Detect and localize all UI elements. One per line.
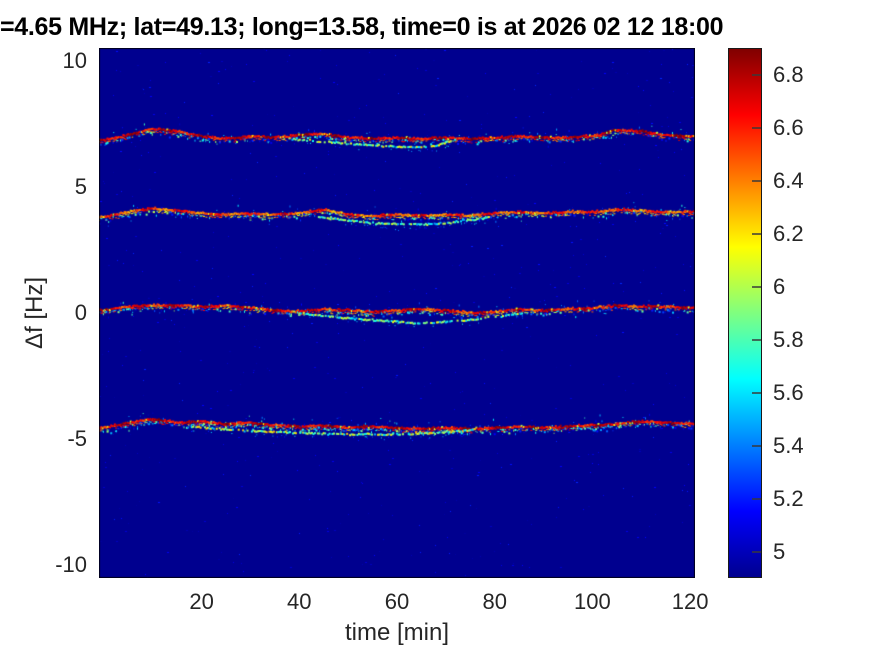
y-tick-label: -10	[55, 552, 87, 578]
colorbar-tick-label: 6.4	[773, 167, 804, 193]
colorbar-tick-label: 6.8	[773, 61, 804, 87]
colorbar-tick-label: 5.6	[773, 379, 804, 405]
colorbar-tick-mark	[752, 285, 761, 288]
x-tick-label: 40	[287, 589, 312, 614]
colorbar-tick-mark	[752, 497, 761, 500]
colorbar-tick-mark	[752, 73, 761, 76]
colorbar-tick-label: 5.8	[773, 326, 804, 352]
colorbar-gradient	[729, 49, 761, 577]
y-tick-label: 5	[74, 173, 87, 199]
x-tick-label: 60	[384, 589, 410, 614]
x-tick-label: 80	[482, 589, 507, 614]
colorbar-tick-mark	[752, 444, 761, 447]
colorbar-tick-label: 5.4	[773, 432, 804, 458]
colorbar-tick-mark	[752, 232, 761, 235]
colorbar-tick-mark	[752, 179, 761, 182]
y-tick-label: 10	[62, 47, 87, 73]
colorbar	[728, 48, 762, 578]
colorbar-tick-label: 5	[773, 538, 786, 564]
x-tick-label: 100	[574, 589, 611, 614]
figure-title: =4.65 MHz; lat=49.13; long=13.58, time=0…	[0, 13, 724, 41]
y-tick-label: 0	[74, 300, 87, 325]
y-tick-label: -5	[67, 426, 87, 452]
colorbar-tick-mark	[752, 391, 761, 394]
colorbar-tick-mark	[752, 126, 761, 129]
colorbar-tick-label: 6.6	[773, 114, 804, 140]
colorbar-tick-label: 5.2	[773, 485, 804, 511]
colorbar-tick-label: 6	[773, 273, 786, 299]
x-tick-label: 120	[671, 589, 709, 614]
colorbar-tick-mark	[752, 338, 761, 341]
spectrogram-plot	[99, 48, 695, 578]
x-tick-label: 20	[189, 589, 214, 614]
x-axis-label: time [min]	[344, 619, 450, 646]
colorbar-tick-label: 6.2	[773, 220, 804, 246]
colorbar-tick-mark	[752, 550, 761, 553]
